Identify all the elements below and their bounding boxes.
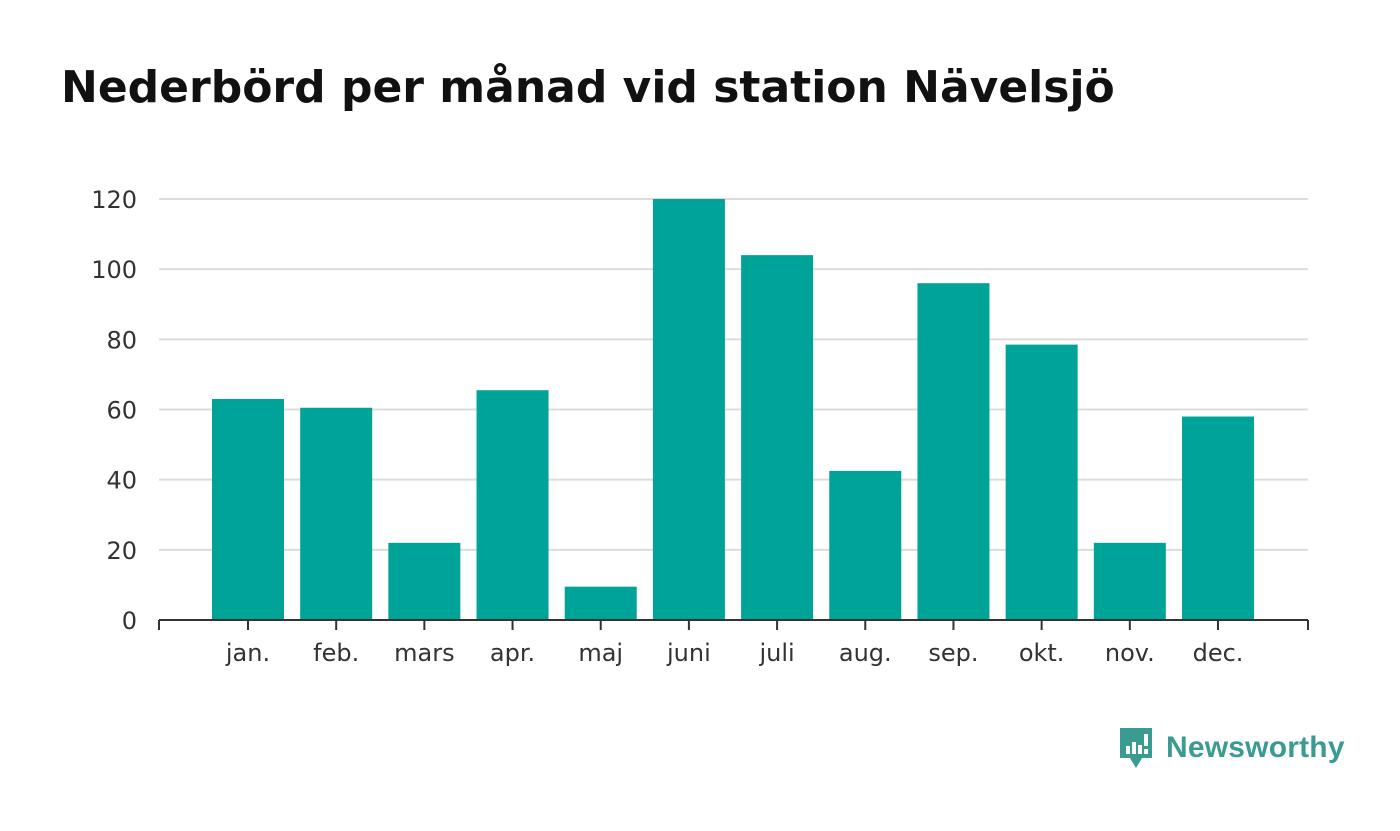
bar bbox=[1005, 344, 1078, 620]
y-tick-label: 120 bbox=[91, 186, 137, 214]
x-tick-label: jan. bbox=[225, 639, 270, 667]
newsworthy-logo-icon bbox=[1120, 728, 1152, 768]
bar bbox=[652, 199, 725, 620]
bar bbox=[564, 586, 637, 620]
y-tick-label: 100 bbox=[91, 256, 137, 284]
bar bbox=[1182, 416, 1254, 620]
x-tick-label: juni bbox=[666, 639, 711, 667]
x-axis bbox=[158, 619, 1309, 630]
bar bbox=[829, 470, 902, 620]
x-tick-label: maj bbox=[578, 639, 623, 667]
bar bbox=[741, 255, 814, 620]
bar bbox=[917, 283, 990, 620]
bar bbox=[300, 407, 373, 620]
x-tick-label: okt. bbox=[1019, 639, 1065, 667]
y-axis-ticks: 0 20 40 60 80 100 120 bbox=[91, 186, 137, 635]
x-tick-label: juli bbox=[758, 639, 794, 667]
y-tick-label: 60 bbox=[106, 397, 137, 425]
x-tick-label: aug. bbox=[839, 639, 892, 667]
x-tick-label: dec. bbox=[1193, 639, 1244, 667]
x-tick-label: apr. bbox=[490, 639, 535, 667]
y-tick-label: 0 bbox=[122, 607, 137, 635]
x-axis-labels: jan. feb. mars apr. maj juni juli aug. sep. okt. n… bbox=[225, 639, 1244, 667]
bar bbox=[212, 398, 284, 620]
x-tick-label: mars bbox=[394, 639, 454, 667]
y-tick-label: 20 bbox=[106, 537, 137, 565]
bars bbox=[212, 199, 1254, 620]
bar bbox=[388, 542, 461, 620]
bar bbox=[1093, 542, 1166, 620]
y-tick-label: 40 bbox=[106, 467, 137, 495]
brand-name: Newsworthy bbox=[1166, 731, 1345, 764]
brand: Newsworthy bbox=[1118, 726, 1345, 770]
x-tick-label: feb. bbox=[313, 639, 359, 667]
x-tick-label: nov. bbox=[1105, 639, 1155, 667]
y-tick-label: 80 bbox=[106, 326, 137, 354]
bar bbox=[476, 390, 549, 620]
chart-title: Nederbörd per månad vid station Nävelsjö bbox=[61, 62, 1115, 113]
x-tick-label: sep. bbox=[928, 639, 978, 667]
